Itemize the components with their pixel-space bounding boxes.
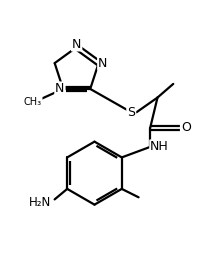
- Text: N: N: [55, 82, 65, 95]
- Text: CH₃: CH₃: [24, 97, 42, 106]
- Text: S: S: [127, 106, 135, 119]
- Text: NH: NH: [150, 140, 169, 153]
- Text: H₂N: H₂N: [29, 196, 51, 209]
- Text: N: N: [72, 37, 81, 50]
- Text: O: O: [181, 122, 191, 134]
- Text: N: N: [98, 57, 108, 70]
